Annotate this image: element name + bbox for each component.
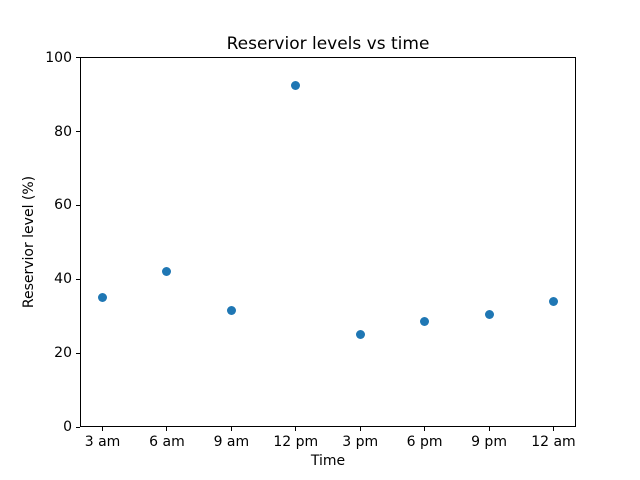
x-tick-mark (230, 427, 232, 432)
y-axis-label: Reservior level (%) (21, 175, 37, 309)
x-tick-label: 3 am (84, 434, 121, 451)
y-tick-label: 80 (54, 123, 72, 140)
y-tick-mark (76, 352, 80, 354)
x-tick-label: 9 pm (471, 434, 507, 451)
y-tick-label: 60 (54, 197, 72, 214)
y-tick-mark (76, 426, 80, 428)
y-tick-mark (76, 57, 80, 59)
data-point (355, 330, 365, 340)
y-tick-label: 40 (54, 271, 72, 288)
x-tick-label: 12 am (531, 434, 576, 451)
x-tick-label: 3 pm (342, 434, 379, 451)
data-point (484, 309, 494, 319)
chart-title: Reservior levels vs time (226, 34, 430, 54)
x-tick-mark (166, 427, 168, 432)
x-tick-mark (359, 427, 361, 432)
x-tick-mark (295, 427, 297, 432)
plot-area (80, 57, 576, 427)
data-point (226, 306, 236, 316)
x-tick-label: 6 am (149, 434, 185, 451)
y-tick-mark (76, 131, 80, 133)
data-point (548, 297, 558, 307)
x-tick-label: 6 pm (406, 434, 443, 451)
y-tick-label: 0 (63, 419, 72, 436)
data-point (98, 293, 108, 303)
data-point (291, 80, 301, 90)
y-tick-label: 100 (45, 49, 72, 66)
x-axis-label: Time (310, 453, 346, 469)
y-tick-mark (76, 204, 80, 206)
x-tick-mark (552, 427, 554, 432)
y-tick-label: 20 (54, 345, 72, 362)
x-tick-label: 12 pm (273, 434, 319, 451)
x-tick-mark (102, 427, 104, 432)
x-tick-label: 9 am (213, 434, 250, 451)
x-tick-mark (488, 427, 490, 432)
data-point (162, 267, 172, 277)
y-tick-mark (76, 278, 80, 280)
x-tick-mark (424, 427, 426, 432)
data-point (420, 317, 430, 327)
